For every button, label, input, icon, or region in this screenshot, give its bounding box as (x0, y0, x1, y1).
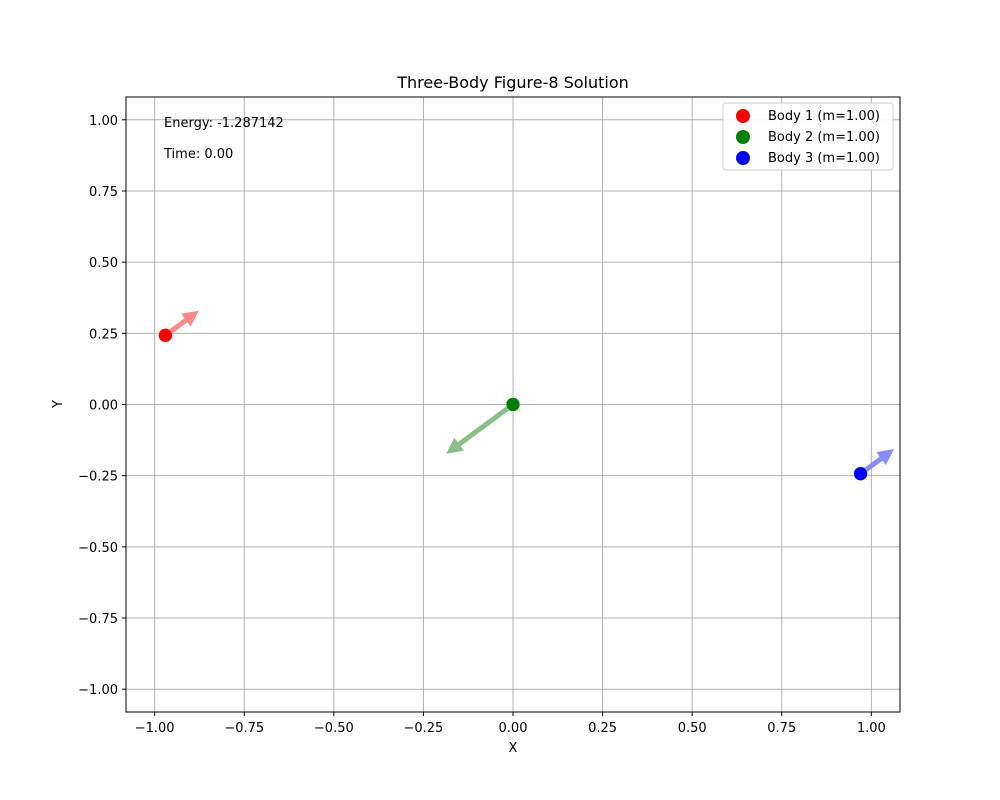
legend-label-1: Body 1 (m=1.00) (768, 109, 880, 124)
y-tick-label: −0.25 (78, 470, 118, 485)
y-tick-label: −1.00 (78, 683, 118, 698)
axis-ticks: −1.00 −0.75 −0.50 −0.25 0.00 0.25 0.50 0.75 1.00… (78, 114, 886, 736)
legend-label-2: Body 2 (m=1.00) (768, 130, 880, 145)
x-tick-label: −0.75 (224, 721, 264, 736)
y-tick-label: 0.00 (89, 399, 118, 414)
velocity-arrow-body-1 (163, 310, 199, 338)
legend-marker-1 (736, 109, 750, 123)
legend-box (722, 102, 894, 171)
chart-title: Three-Body Figure-8 Solution (396, 73, 629, 92)
velocity-arrow-body-3 (859, 449, 894, 476)
legend-marker-3 (736, 151, 750, 165)
y-axis-label: Y (51, 400, 66, 409)
velocity-arrow-body-2 (446, 402, 515, 454)
x-tick-label: −0.25 (403, 721, 443, 736)
time-annotation: Time: 0.00 (163, 147, 233, 162)
point-body-1 (158, 328, 173, 343)
y-tick-label: −0.50 (78, 541, 118, 556)
y-tick-label: 0.50 (89, 256, 118, 271)
velocity-arrows (163, 310, 894, 476)
y-tick-label: −0.75 (78, 612, 118, 627)
x-tick-label: 1.00 (857, 721, 886, 736)
body-points (158, 328, 868, 481)
legend-label-3: Body 3 (m=1.00) (768, 151, 880, 166)
y-tick-label: 0.75 (89, 185, 118, 200)
legend-marker-2 (736, 130, 750, 144)
point-body-2 (505, 397, 521, 412)
x-tick-label: 0.25 (588, 721, 617, 736)
energy-annotation: Energy: -1.287142 (164, 116, 284, 131)
legend: Body 1 (m=1.00) Body 2 (m=1.00) Body 3 (m=… (722, 102, 894, 171)
x-tick-label: −1.00 (135, 721, 175, 736)
x-axis-label: X (509, 741, 518, 756)
x-tick-label: 0.50 (678, 721, 707, 736)
x-tick-label: 0.75 (767, 721, 796, 736)
y-tick-label: 1.00 (89, 114, 118, 129)
y-tick-label: 0.25 (89, 327, 118, 342)
x-tick-label: 0.00 (499, 721, 528, 736)
x-tick-label: −0.50 (314, 721, 354, 736)
point-body-3 (853, 466, 868, 481)
